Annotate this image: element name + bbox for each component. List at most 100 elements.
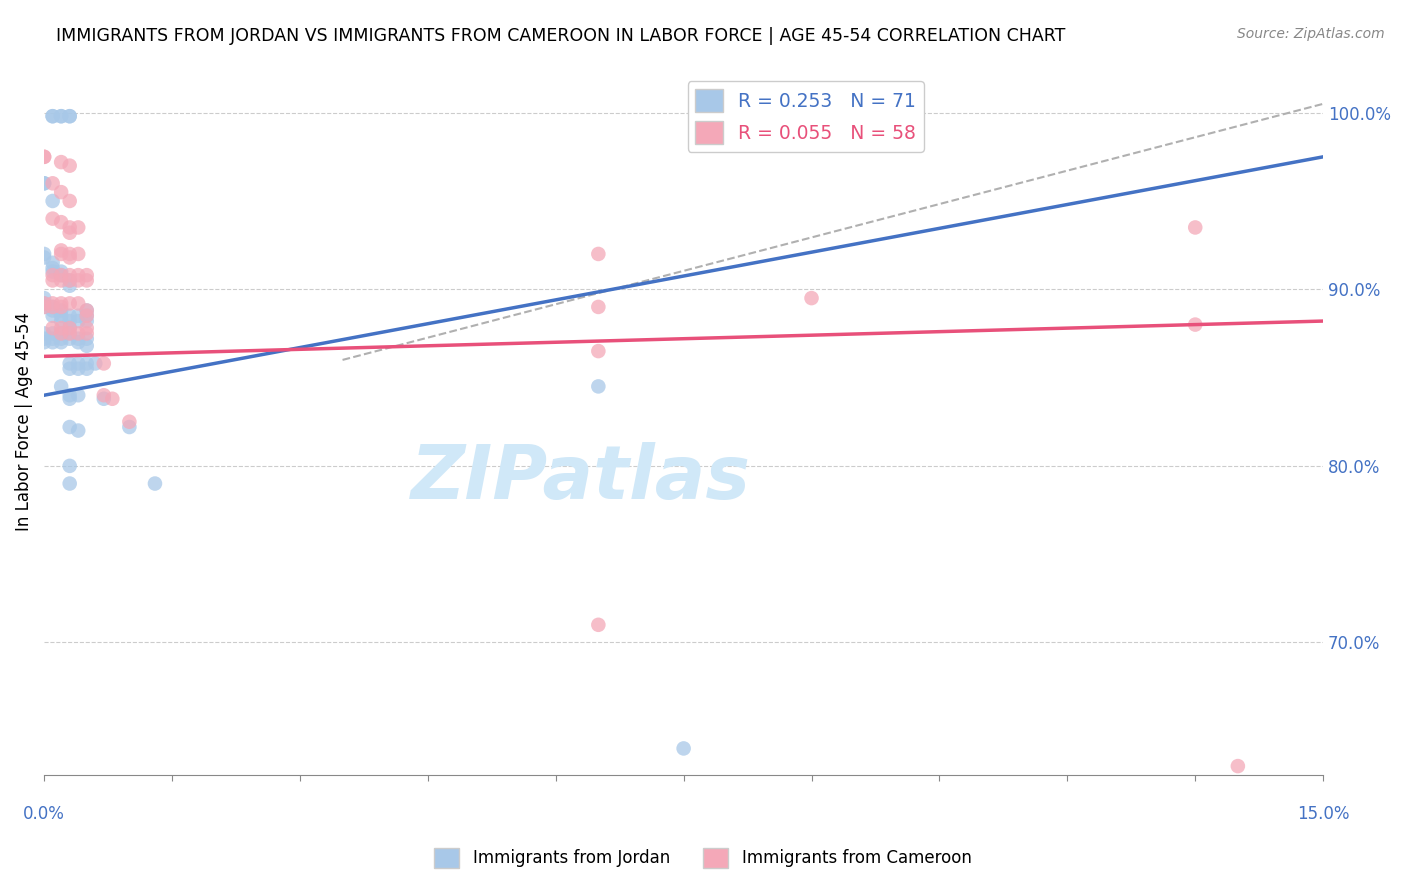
Point (41, 268, 63, 282)
Point (32, 300, 55, 314)
Point (59, 420, 82, 434)
Point (59, 458, 82, 473)
Point (76, 268, 98, 282)
Point (59, 326, 82, 341)
Point (51, 326, 73, 341)
Point (51, 273, 73, 287)
Point (41, 309, 63, 323)
Text: IMMIGRANTS FROM JORDAN VS IMMIGRANTS FROM CAMEROON IN LABOR FORCE | AGE 45-54 CO: IMMIGRANTS FROM JORDAN VS IMMIGRANTS FRO… (56, 27, 1066, 45)
Point (59, 392, 82, 406)
Point (32, 300, 55, 314)
Point (51, 314, 73, 328)
Point (76, 309, 98, 323)
Point (41, 261, 63, 276)
Legend: Immigrants from Jordan, Immigrants from Cameroon: Immigrants from Jordan, Immigrants from … (427, 841, 979, 875)
Point (67, 309, 90, 323)
Text: 15.0%: 15.0% (1296, 805, 1350, 823)
Point (67, 424, 90, 438)
Point (67, 326, 90, 341)
Point (32, 332, 55, 346)
Point (51, 300, 73, 314)
Point (588, 247, 610, 261)
Point (76, 303, 98, 318)
Point (1226, 759, 1249, 773)
Point (59, 356, 82, 370)
Point (67, 220, 90, 235)
Point (32, 150, 55, 164)
Point (67, 332, 90, 346)
Point (41, 296, 63, 310)
Point (59, 159, 82, 173)
Point (588, 300, 610, 314)
Point (32, 291, 55, 305)
Point (51, 309, 73, 323)
Point (59, 109, 82, 123)
Point (76, 361, 98, 376)
Point (118, 415, 141, 429)
Point (84, 356, 107, 370)
Point (32, 326, 55, 341)
Point (51, 247, 73, 261)
Point (59, 388, 82, 402)
Point (59, 476, 82, 491)
Point (59, 273, 82, 287)
Point (76, 356, 98, 370)
Point (51, 326, 73, 341)
Point (51, 185, 73, 199)
Point (800, 291, 823, 305)
Point (41, 300, 63, 314)
Point (51, 109, 73, 123)
Point (51, 335, 73, 350)
Point (59, 278, 82, 293)
Point (67, 335, 90, 350)
Point (76, 321, 98, 335)
Point (59, 296, 82, 310)
Point (1184, 318, 1206, 332)
Point (59, 194, 82, 208)
Point (76, 309, 98, 323)
Point (59, 226, 82, 240)
Point (51, 268, 73, 282)
Text: 0.0%: 0.0% (22, 805, 65, 823)
Point (59, 332, 82, 346)
Point (101, 392, 124, 406)
Point (59, 273, 82, 287)
Point (67, 273, 90, 287)
Point (588, 379, 610, 393)
Point (32, 177, 55, 191)
Point (76, 339, 98, 353)
Point (51, 109, 73, 123)
Text: Source: ZipAtlas.com: Source: ZipAtlas.com (1237, 27, 1385, 41)
Point (41, 335, 63, 350)
Point (118, 420, 141, 434)
Point (41, 194, 63, 208)
Point (67, 314, 90, 328)
Point (588, 344, 610, 359)
Point (67, 268, 90, 282)
Point (76, 303, 98, 318)
Point (59, 268, 82, 282)
Point (93, 392, 115, 406)
Point (41, 300, 63, 314)
Point (51, 244, 73, 258)
Point (672, 741, 695, 756)
Point (59, 314, 82, 328)
Point (59, 109, 82, 123)
Point (76, 332, 98, 346)
Point (41, 109, 63, 123)
Point (59, 251, 82, 265)
Point (67, 247, 90, 261)
Point (41, 177, 63, 191)
Point (41, 321, 63, 335)
Point (59, 361, 82, 376)
Point (41, 109, 63, 123)
Point (32, 247, 55, 261)
Point (51, 264, 73, 278)
Point (76, 273, 98, 287)
Point (32, 296, 55, 310)
Point (32, 177, 55, 191)
Point (51, 268, 73, 282)
Point (143, 476, 166, 491)
Point (32, 150, 55, 164)
Point (41, 273, 63, 287)
